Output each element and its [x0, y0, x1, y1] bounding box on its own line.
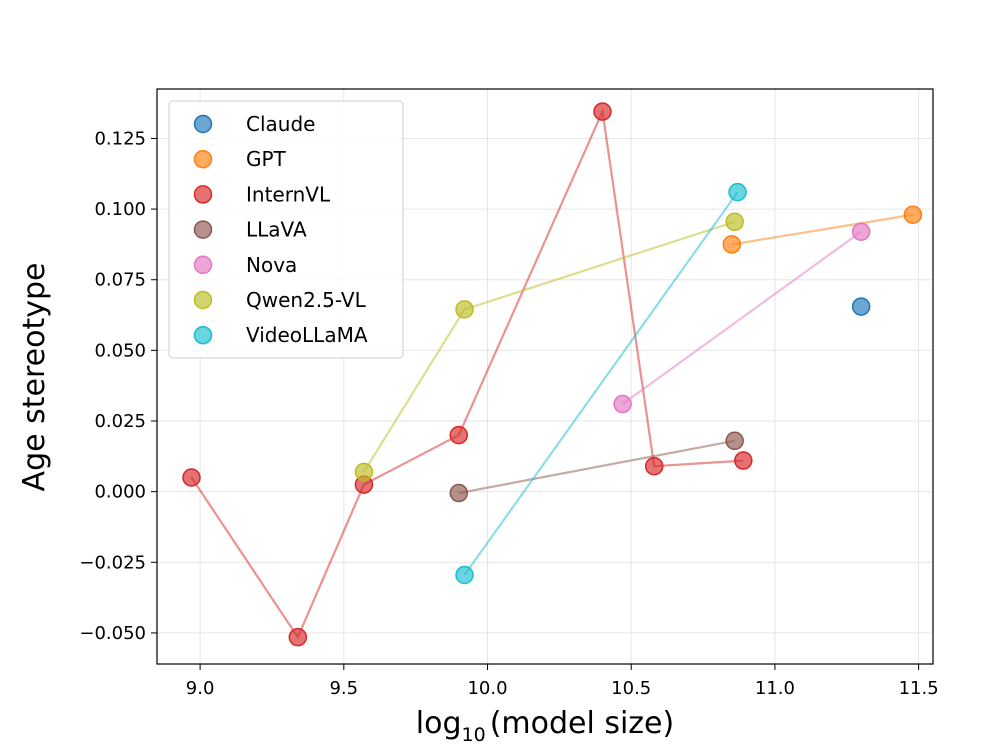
y-tick-label: 0.025 — [94, 411, 146, 432]
data-point-nova — [613, 394, 632, 414]
x-axis-label-subscript: 10 — [462, 724, 486, 746]
legend-label-videollama: VideoLLaMA — [246, 323, 368, 347]
x-axis-label: log10 (model size) — [416, 706, 674, 746]
x-axis-ticks: 9.0 9.5 10.0 10.5 11.0 11.5 — [186, 664, 939, 699]
data-point-nova — [851, 222, 871, 241]
data-point-qwen2-5-vl — [354, 462, 374, 482]
data-points — [182, 102, 923, 647]
series-line-gpt — [731, 213, 914, 246]
series-line-nova — [621, 230, 862, 405]
y-tick-label: 0.125 — [94, 128, 146, 149]
legend-marker-gpt — [193, 149, 213, 169]
series-line-llava — [458, 439, 735, 495]
y-tick-label: 0.050 — [94, 340, 146, 361]
legend-marker-claude — [193, 114, 213, 134]
x-tick-label: 9.5 — [329, 678, 358, 699]
legend: Claude GPT InternVL LLaVA Nova Qwen2.5-VL Vide… — [168, 100, 404, 359]
y-axis-label: Age stereotype — [17, 263, 52, 492]
data-point-gpt — [722, 235, 742, 254]
data-point-gpt — [903, 205, 923, 224]
x-axis-label-rest: (model size) — [490, 706, 675, 741]
data-point-qwen2-5-vl — [455, 300, 474, 319]
data-point-llava — [725, 431, 744, 451]
legend-label-internvl: InternVL — [246, 182, 331, 206]
data-point-internvl — [182, 468, 201, 487]
legend-label-gpt: GPT — [246, 147, 287, 171]
data-point-internvl — [593, 102, 612, 121]
x-tick-label: 11.5 — [899, 678, 939, 699]
data-point-qwen2-5-vl — [725, 212, 744, 232]
y-tick-label: 0.000 — [94, 482, 146, 503]
data-point-videollama — [728, 182, 747, 202]
legend-label-nova: Nova — [246, 253, 297, 277]
legend-marker-llava — [193, 220, 213, 239]
x-tick-label: 9.0 — [186, 678, 215, 699]
data-point-internvl — [449, 425, 469, 445]
plot-frame — [156, 88, 934, 665]
legend-label-claude: Claude — [246, 112, 315, 136]
y-tick-label: −0.050 — [79, 623, 146, 644]
x-tick-label: 11.0 — [755, 678, 795, 699]
data-point-videollama — [455, 565, 474, 585]
legend-marker-videollama — [193, 325, 213, 345]
legend-label-qwen2-5-vl: Qwen2.5-VL — [246, 288, 367, 312]
x-axis-label-base: log — [416, 706, 462, 741]
legend-marker-qwen2-5-vl — [193, 290, 213, 310]
series-line-videollama — [463, 191, 739, 576]
data-point-internvl — [734, 451, 753, 470]
data-point-llava — [449, 483, 469, 503]
data-point-claude — [851, 297, 871, 316]
x-tick-label: 10.0 — [467, 678, 507, 699]
y-axis-ticks: −0.050 −0.025 0.000 0.025 0.050 0.075 0.100 0.1… — [79, 128, 157, 644]
y-tick-label: 0.075 — [94, 270, 146, 291]
legend-marker-nova — [193, 255, 213, 275]
data-point-internvl — [644, 456, 664, 476]
legend-marker-internvl — [193, 185, 213, 204]
legend-label-llava: LLaVA — [246, 218, 307, 242]
data-point-internvl — [288, 627, 308, 647]
x-tick-label: 10.5 — [611, 678, 651, 699]
y-tick-label: −0.025 — [79, 552, 146, 573]
legend-frame — [168, 100, 404, 359]
series-line-qwen2-5-vl — [362, 220, 736, 473]
y-tick-label: 0.100 — [94, 199, 146, 220]
